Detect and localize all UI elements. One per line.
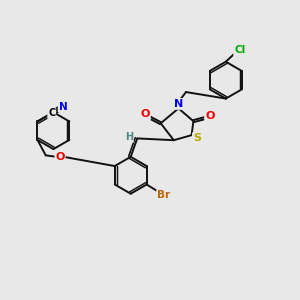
Text: Cl: Cl: [234, 45, 245, 56]
Text: O: O: [205, 111, 214, 121]
Text: S: S: [193, 133, 201, 143]
Text: N: N: [174, 99, 183, 109]
Text: O: O: [55, 152, 65, 162]
Text: N: N: [58, 102, 68, 112]
Text: H: H: [125, 132, 133, 142]
Text: O: O: [141, 109, 150, 119]
Text: C: C: [48, 108, 55, 118]
Text: Br: Br: [157, 190, 170, 200]
